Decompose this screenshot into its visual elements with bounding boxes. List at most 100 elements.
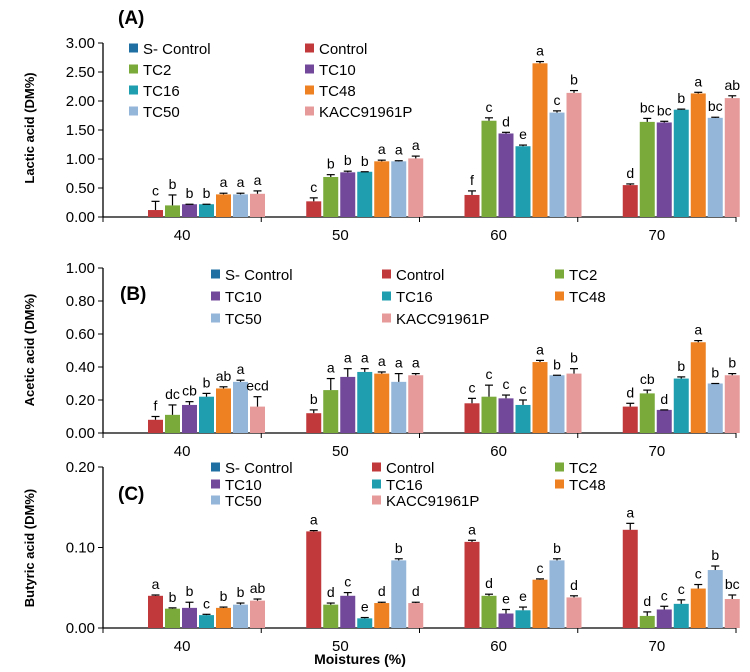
significance-letter: d xyxy=(502,113,510,129)
significance-letter: e xyxy=(361,599,369,615)
significance-letter: ab xyxy=(724,77,740,93)
bar xyxy=(639,615,655,628)
significance-letter: b xyxy=(677,358,685,374)
bar xyxy=(357,618,373,628)
bar xyxy=(690,93,706,217)
bar xyxy=(707,570,723,628)
significance-letter: d xyxy=(643,593,651,609)
legend-swatch xyxy=(555,269,564,279)
legend-label: TC10 xyxy=(319,62,356,79)
x-tick-label: 40 xyxy=(174,227,191,244)
legend-swatch xyxy=(129,85,138,95)
bar xyxy=(357,171,373,217)
legend-swatch xyxy=(382,269,391,279)
legend-label: S- Control xyxy=(225,460,293,477)
significance-letter: d xyxy=(626,384,634,400)
significance-letter: b xyxy=(677,90,685,106)
bar xyxy=(724,599,740,628)
legend: S- Control Control TC2 TC10 TC16 TC48 TC50 KACC… xyxy=(211,460,606,510)
legend-swatch xyxy=(372,495,381,505)
legend-label: TC16 xyxy=(143,83,180,100)
bar xyxy=(690,342,706,433)
bar xyxy=(639,393,655,433)
legend-swatch xyxy=(305,43,314,53)
significance-letter: e xyxy=(502,590,510,606)
significance-letter: c xyxy=(695,566,702,582)
significance-letter: b xyxy=(728,355,736,371)
significance-letter: d xyxy=(626,165,634,181)
legend-swatch xyxy=(305,106,314,116)
significance-letter: a xyxy=(694,73,702,89)
bar xyxy=(707,117,723,217)
y-tick-label: 3.00 xyxy=(66,35,95,52)
bar xyxy=(532,63,548,217)
y-tick-label: 1.00 xyxy=(66,151,95,168)
y-tick-label: 0.10 xyxy=(66,540,95,557)
y-tick-label: 1.50 xyxy=(66,122,95,139)
bar xyxy=(374,373,390,433)
legend-swatch xyxy=(382,313,391,323)
bar xyxy=(216,388,231,433)
bar xyxy=(199,615,214,628)
legend-swatch xyxy=(555,462,564,472)
legend-label: TC50 xyxy=(143,104,180,121)
x-tick-label: 50 xyxy=(332,638,349,655)
bar xyxy=(408,603,424,628)
significance-letter: b xyxy=(237,584,245,600)
y-tick-label: 0.20 xyxy=(66,459,95,476)
y-axis-label: Butyric acid (DM%) xyxy=(22,489,37,607)
significance-letter: ab xyxy=(250,580,266,596)
significance-letter: b xyxy=(570,72,578,88)
bar xyxy=(515,610,531,628)
significance-letter: bc xyxy=(640,99,655,115)
legend-label: TC2 xyxy=(569,460,597,477)
significance-letter: c xyxy=(661,587,668,603)
significance-letter: b xyxy=(344,152,352,168)
significance-letter: c xyxy=(537,560,544,576)
bar xyxy=(622,185,638,217)
significance-letter: dc xyxy=(165,386,180,402)
significance-letter: a xyxy=(395,142,403,158)
panel-butyric-acid: (C) Butyric acid (DM%) 0.00 0.10 0.20 40 50 6… xyxy=(22,459,740,655)
significance-letter: a xyxy=(626,504,634,520)
bar xyxy=(673,378,689,433)
legend-label: S- Control xyxy=(143,41,211,58)
bar xyxy=(724,375,740,433)
significance-letter: a xyxy=(310,512,318,528)
panel-label: (A) xyxy=(118,8,144,29)
significance-letter: a xyxy=(361,350,369,366)
significance-letter: bc xyxy=(657,102,672,118)
panel-label: (B) xyxy=(120,284,146,305)
bar xyxy=(216,607,231,628)
y-axis-label: Acetic acid (DM%) xyxy=(22,294,37,407)
bar xyxy=(306,413,322,433)
significance-letter: c xyxy=(152,182,159,198)
legend-label: TC50 xyxy=(225,311,262,328)
significance-letter: f xyxy=(470,172,474,188)
legend-label: TC16 xyxy=(386,477,423,494)
bar xyxy=(148,419,163,433)
significance-letter: b xyxy=(553,356,561,372)
x-tick-label: 70 xyxy=(649,638,666,655)
legend-swatch xyxy=(211,495,220,505)
significance-letter: c xyxy=(554,92,561,108)
significance-letter: a xyxy=(378,141,386,157)
significance-letter: d xyxy=(660,391,668,407)
bar xyxy=(148,210,163,217)
significance-letter: a xyxy=(412,355,420,371)
significance-letter: b xyxy=(169,176,177,192)
legend-label: TC50 xyxy=(225,493,262,510)
bar xyxy=(233,381,248,433)
bar xyxy=(622,406,638,433)
bar xyxy=(250,406,265,433)
significance-letter: b xyxy=(169,589,177,605)
bar xyxy=(464,541,480,628)
significance-letter: e xyxy=(519,126,527,142)
bar xyxy=(464,403,480,433)
significance-letter: b xyxy=(310,391,318,407)
significance-letter: d xyxy=(485,575,493,591)
significance-letter: b xyxy=(186,583,194,599)
bar xyxy=(165,205,180,217)
bar xyxy=(498,398,514,433)
